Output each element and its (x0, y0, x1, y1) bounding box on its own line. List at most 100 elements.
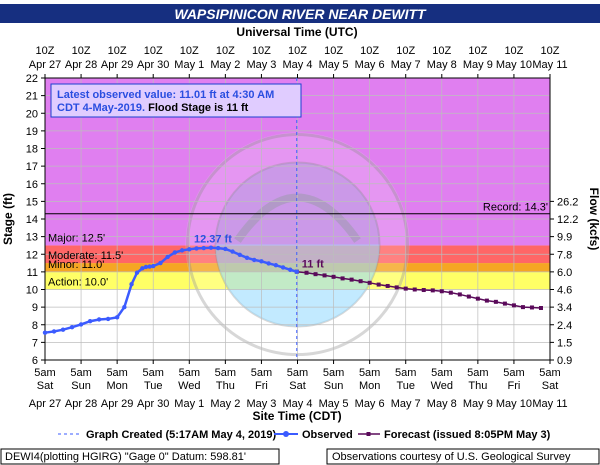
stage-axis-title: Stage (ft) (1, 193, 15, 245)
observed-point (51, 329, 57, 334)
forecast-point (385, 283, 390, 288)
legend-created-label: Graph Created (5:17AM May 4, 2019) (86, 429, 276, 441)
bottom-tick-time: 5am (359, 367, 380, 379)
forecast-point (367, 280, 372, 285)
bottom-tick-day: Wed (431, 380, 453, 392)
top-tick-time: 10Z (468, 45, 487, 57)
bottom-tick-day: Tue (144, 380, 163, 392)
flow-tick-label: 1.5 (557, 337, 572, 349)
legend-forecast-marker (366, 432, 371, 436)
observed-point (69, 325, 75, 330)
bottom-tick-time: 5am (143, 367, 164, 379)
observed-point (179, 248, 185, 253)
bottom-tick-date: May 4 (283, 398, 313, 410)
top-tick-date: Apr 30 (137, 59, 169, 71)
top-tick-date: Apr 28 (65, 59, 97, 71)
flood-stage-note: Flood Stage is 11 ft (145, 102, 249, 114)
zone-label-3: Major: 12.5' (48, 232, 105, 244)
bottom-tick-day: Sat (542, 380, 559, 392)
bottom-tick-time: 5am (395, 367, 416, 379)
stage-tick-label: 6 (32, 355, 38, 367)
flow-tick-label: 3.4 (557, 302, 572, 314)
forecast-point (313, 272, 318, 277)
observed-point (230, 249, 235, 254)
observed-point (244, 255, 250, 260)
top-tick-date: May 2 (210, 59, 240, 71)
zone-label-1: Minor: 11.0' (48, 259, 104, 271)
flood-zone-labels: Action: 10.0' Minor: 11.0'Moderate: 11.5'… (48, 232, 123, 288)
observed-point (187, 247, 192, 252)
top-tick-time: 10Z (432, 45, 451, 57)
record-label: Record: 14.3' (483, 202, 548, 214)
observed-point (259, 259, 264, 264)
latest-value-line1: Latest observed value: 11.01 ft at 4:30 … (57, 89, 274, 101)
top-tick-date: May 4 (283, 59, 313, 71)
forecast-series (294, 269, 543, 311)
flow-tick-label: 26.2 (557, 196, 578, 208)
footer-credit-box (326, 448, 600, 465)
forecast-point (403, 286, 408, 291)
record-stage: Record: 14.3' (45, 202, 550, 215)
zone-label-0: Action: 10.0' (48, 277, 108, 289)
flow-tick-label: 2.4 (557, 320, 572, 332)
forecast-point (430, 288, 435, 293)
observed-point (78, 322, 84, 327)
top-tick-date: May 11 (532, 59, 567, 71)
top-tick-date: Apr 27 (29, 59, 61, 71)
bottom-tick-time: 5am (467, 367, 488, 379)
observed-point (140, 266, 145, 271)
bottom-tick-day: Mon (359, 380, 380, 392)
observed-point (266, 261, 271, 266)
top-tick-date: May 5 (319, 59, 349, 71)
stage-tick-label: 16 (26, 179, 38, 191)
forecast-point (376, 282, 381, 287)
bottom-tick-date: Apr 27 (29, 398, 61, 410)
top-tick-time: 10Z (288, 45, 307, 57)
bottom-tick-time: 5am (106, 367, 127, 379)
bottom-tick-time: 5am (539, 367, 560, 379)
bottom-tick-day: Sun (324, 380, 344, 392)
stage-tick-label: 8 (32, 320, 38, 332)
forecast-point (358, 279, 363, 284)
stage-tick-label: 7 (32, 337, 38, 349)
observed-point (208, 245, 214, 250)
observed-point (105, 316, 111, 322)
top-tick-time: 10Z (504, 45, 523, 57)
forecast-point (466, 294, 471, 299)
top-tick-date: May 6 (355, 59, 385, 71)
top-tick-time: 10Z (72, 45, 91, 57)
stage-tick-label: 15 (26, 196, 38, 208)
bottom-tick-day: Thu (216, 380, 235, 392)
bottom-tick-day: Fri (255, 380, 268, 392)
forecast-line (296, 270, 542, 309)
top-tick-date: May 10 (496, 59, 532, 71)
stage-axis-ticks: 6 7 8 9 10 11 12 13 14 15 16 17 18 19 20 21 22 (26, 73, 45, 367)
top-axis-ticks: 10Z Apr 27 10Z Apr 28 10Z Apr 29 10Z Apr 30 10Z M… (29, 45, 568, 78)
current-stage-label: 11 ft (302, 259, 324, 271)
top-tick-time: 10Z (216, 45, 235, 57)
observed-point (294, 269, 299, 274)
observed-point (273, 262, 279, 268)
footer-datum: DEWI4(plotting HGIRG) "Gage 0" Datum: 59… (5, 451, 246, 463)
observed-point (87, 319, 93, 324)
latest-date: CDT 4-May-2019. (57, 102, 145, 114)
forecast-point (394, 285, 399, 290)
bottom-tick-date: May 11 (532, 398, 567, 410)
flow-tick-label: 0.9 (557, 355, 572, 367)
top-tick-date: May 7 (391, 59, 421, 71)
stage-tick-label: 9 (32, 302, 38, 314)
bottom-tick-date: Apr 29 (101, 398, 133, 410)
top-tick-date: May 1 (174, 59, 204, 71)
top-tick-time: 10Z (108, 45, 127, 57)
stage-tick-label: 12 (26, 249, 38, 261)
top-tick-time: 10Z (144, 45, 163, 57)
bottom-tick-day: Sun (71, 380, 91, 392)
bottom-tick-date: May 1 (174, 398, 204, 410)
bottom-tick-date: May 9 (463, 398, 493, 410)
forecast-point (484, 298, 489, 303)
observed-point (134, 270, 140, 275)
observed-point (96, 317, 102, 322)
bottom-tick-day: Sat (289, 380, 306, 392)
flow-tick-label: 7.8 (557, 249, 572, 261)
